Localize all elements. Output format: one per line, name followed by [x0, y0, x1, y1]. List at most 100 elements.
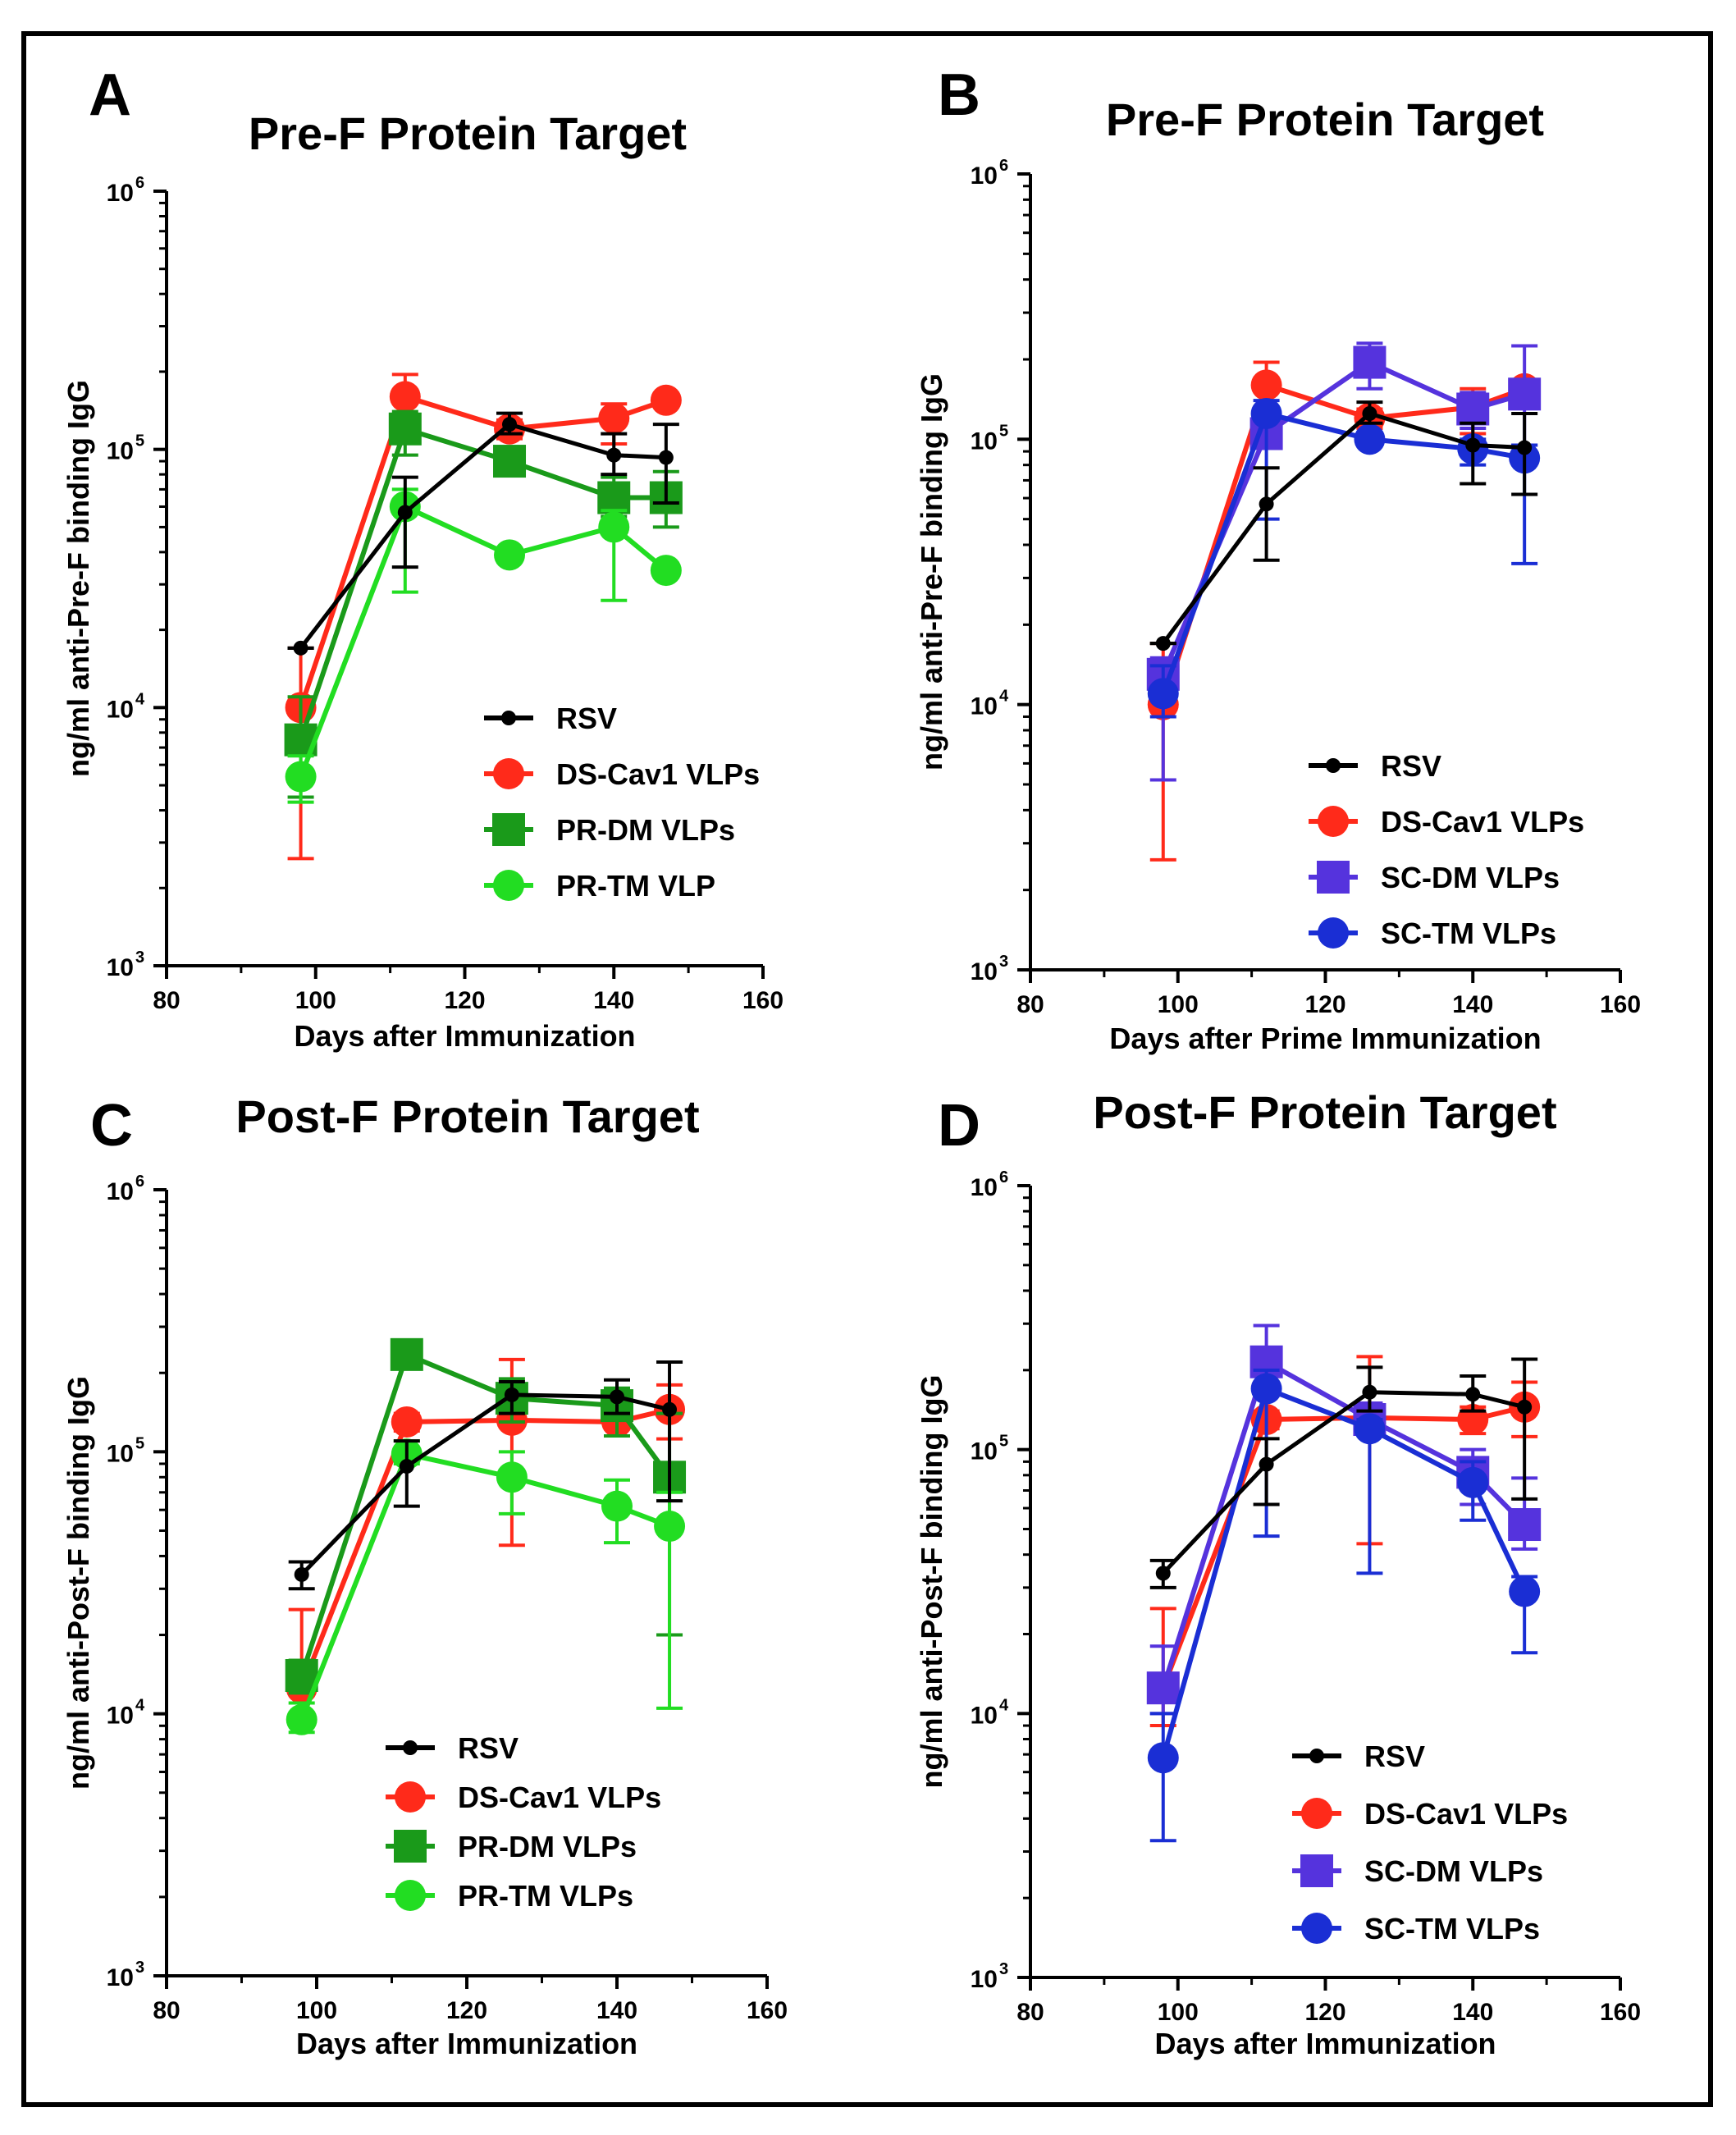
y-tick-exponent: 4: [999, 1696, 1009, 1714]
x-tick-label: 160: [1600, 991, 1641, 1018]
data-point: [1508, 377, 1542, 411]
data-point: [397, 505, 413, 520]
y-tick-exponent: 4: [999, 688, 1009, 706]
data-point: [597, 481, 631, 514]
x-tick-label: 160: [742, 987, 783, 1014]
y-tick-label: 10: [971, 1174, 998, 1201]
data-point: [650, 384, 682, 416]
y-tick-exponent: 6: [135, 1173, 144, 1191]
series-rsv: [287, 411, 679, 656]
x-axis-label: Days after Immunization: [294, 1019, 635, 1053]
data-point: [1250, 1373, 1282, 1405]
y-tick-label: 10: [107, 954, 134, 981]
y-tick-exponent: 5: [135, 432, 144, 450]
data-point: [1362, 405, 1377, 421]
data-point: [1457, 1466, 1489, 1498]
y-tick-exponent: 4: [135, 1697, 145, 1715]
x-tick-label: 120: [1304, 1999, 1345, 2026]
y-tick-exponent: 3: [999, 1960, 1008, 1978]
data-point: [286, 1703, 318, 1735]
series-rsv: [1149, 1357, 1538, 1589]
chart-title: Pre-F Protein Target: [1106, 94, 1544, 145]
legend-marker: [1301, 1798, 1332, 1829]
legend: RSV DS-Cav1 VLPs SC-DM VLPs SC-TM VLPs: [1292, 1740, 1568, 1945]
series-pr-tm-vlp: [285, 487, 682, 804]
legend-label: RSV: [458, 1731, 519, 1765]
legend-marker: [394, 1830, 427, 1863]
data-point: [1465, 1387, 1481, 1402]
legend-label: DS-Cav1 VLPs: [1364, 1797, 1568, 1831]
x-tick-label: 100: [295, 987, 336, 1014]
x-tick-label: 100: [1158, 991, 1199, 1018]
legend-marker: [1318, 806, 1349, 837]
legend-marker: [501, 711, 516, 725]
data-point: [662, 1401, 678, 1417]
legend-label: DS-Cav1 VLPs: [1381, 805, 1584, 839]
x-tick-label: 80: [153, 1997, 180, 2024]
legend-label: DS-Cav1 VLPs: [556, 757, 760, 791]
legend-marker: [1309, 1749, 1324, 1763]
legend-label: PR-DM VLPs: [556, 813, 735, 847]
panel-letter: A: [89, 62, 131, 128]
data-point: [1353, 345, 1387, 379]
y-tick-label: 10: [107, 1703, 134, 1730]
x-tick-label: 80: [1016, 1999, 1044, 2026]
data-point: [389, 381, 421, 413]
data-point: [650, 555, 682, 587]
data-point: [494, 539, 526, 571]
legend: RSV DS-Cav1 VLPs PR-DM VLPs PR-TM VLPs: [386, 1731, 661, 1913]
series-rsv: [288, 1360, 683, 1591]
y-tick-label: 10: [971, 693, 998, 720]
data-point: [1147, 678, 1179, 710]
y-tick-exponent: 4: [135, 690, 145, 708]
series-sc-tm-vlps: [1147, 397, 1541, 719]
data-point: [502, 417, 518, 432]
y-tick-label: 10: [971, 1438, 998, 1465]
legend-marker: [1317, 861, 1350, 894]
y-tick-label: 10: [971, 1702, 998, 1729]
legend-label: PR-DM VLPs: [458, 1830, 637, 1863]
x-tick-label: 80: [1016, 991, 1044, 1018]
legend-label: SC-TM VLPs: [1381, 917, 1556, 950]
data-point: [1354, 1413, 1386, 1445]
y-tick-exponent: 5: [135, 1434, 144, 1452]
data-point: [1508, 1508, 1542, 1542]
y-tick-exponent: 5: [999, 1433, 1008, 1451]
data-point: [1146, 1671, 1180, 1705]
data-point: [294, 1566, 309, 1582]
data-point: [1465, 437, 1481, 453]
data-point: [388, 412, 422, 446]
data-point: [601, 1490, 633, 1522]
y-axis-label: ng/ml anti-Post-F binding IgG: [915, 1375, 948, 1789]
data-point: [1517, 1399, 1533, 1415]
legend-label: SC-DM VLPs: [1364, 1854, 1543, 1888]
data-point: [606, 447, 622, 463]
x-tick-label: 140: [1452, 1999, 1493, 2026]
x-tick-label: 120: [444, 987, 485, 1014]
data-point: [1456, 392, 1490, 426]
data-point: [1509, 1575, 1541, 1607]
legend-marker: [395, 1880, 426, 1911]
series-line: [299, 1406, 670, 1689]
data-point: [1155, 1566, 1171, 1581]
legend-marker: [1300, 1854, 1333, 1887]
data-point: [496, 1461, 528, 1493]
legend: RSV DS-Cav1 VLPs PR-DM VLPs PR-TM VLP: [484, 702, 760, 903]
data-point: [1362, 1384, 1377, 1400]
data-point: [1517, 440, 1533, 455]
x-tick-label: 100: [1158, 1999, 1199, 2026]
data-point: [1259, 496, 1274, 512]
data-point: [293, 640, 308, 656]
x-tick-label: 160: [747, 1997, 788, 2024]
legend-marker: [395, 1781, 426, 1813]
x-tick-label: 80: [153, 987, 180, 1014]
y-tick-label: 10: [971, 958, 998, 985]
y-tick-label: 10: [107, 1964, 134, 1991]
data-point: [1250, 397, 1282, 429]
y-tick-label: 10: [971, 162, 998, 190]
series-pr-tm-vlps: [286, 1438, 686, 1735]
legend-label: SC-TM VLPs: [1364, 1912, 1540, 1945]
series-pr-dm-vlps: [284, 409, 683, 799]
data-point: [1250, 369, 1282, 401]
